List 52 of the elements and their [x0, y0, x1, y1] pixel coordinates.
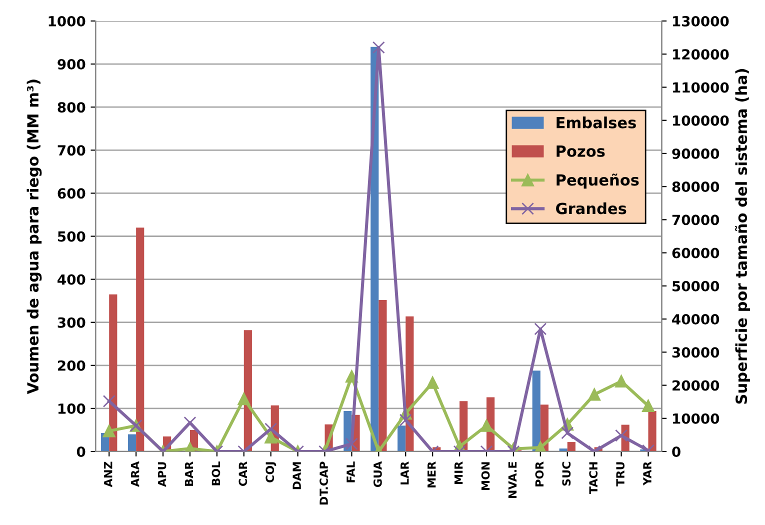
x-tick-label: YAR [643, 461, 652, 486]
x-tick-label: MON [481, 462, 490, 490]
x-tick-label: CAR [238, 461, 248, 486]
y-tick-label: 600 [58, 188, 86, 199]
x-tick-label: NVA.E [508, 462, 517, 498]
y2-tick-label: 80000 [672, 182, 720, 192]
y2-tick-label: 70000 [672, 214, 720, 226]
y-tick-label: 500 [58, 231, 86, 242]
x-tick-label: POR [535, 461, 544, 486]
y-tick-label: 800 [58, 102, 86, 113]
y2-tick-label: 50000 [672, 280, 720, 292]
y-tick-label: 200 [58, 360, 86, 371]
y2-tick-label: 130000 [673, 16, 729, 26]
y2-tick-label: 90000 [672, 148, 720, 159]
y-tick-label: 700 [58, 145, 86, 156]
y2-tick-label: 10000 [673, 413, 720, 424]
x-tick-label: MER [428, 461, 436, 488]
legend-label: Pequeños [556, 174, 639, 189]
y2-tick-label: 60000 [672, 248, 720, 258]
x-tick-label: FAL [346, 462, 355, 482]
x-tick-label: MIR [454, 461, 463, 484]
x-tick-label: APU [158, 462, 166, 487]
y2-axis-title: Superficie por tamaño del sistema (ha) [734, 69, 750, 404]
x-tick-label: SUC [562, 462, 571, 486]
y2-tick-label: 20000 [672, 380, 720, 391]
y-tick-label: 0 [76, 446, 86, 457]
x-tick-label: GUA [373, 461, 382, 488]
y-tick-label: 300 [58, 317, 86, 328]
y2-tick-label: 30000 [672, 347, 720, 358]
y2-tick-label: 0 [672, 446, 680, 457]
legend-label: Pozos [556, 146, 605, 157]
x-tick-label: COJ [266, 462, 276, 482]
y2-tick-label: 120000 [673, 49, 729, 60]
y-tick-label: 100 [58, 403, 86, 414]
x-tick-label: BAR [184, 461, 194, 486]
y2-tick-label: 100000 [673, 115, 729, 126]
legend-label: Grandes [556, 202, 626, 214]
y2-tick-label: 110000 [673, 82, 729, 93]
x-tick-label: ARA [131, 461, 140, 487]
y-tick-label: 900 [58, 59, 86, 70]
x-tick-label: LAR [400, 461, 409, 484]
x-tick-label: TACH [589, 462, 598, 494]
x-tick-label: TRU [616, 462, 625, 486]
y-tick-label: 1000 [48, 16, 86, 26]
x-tick-label: DT.CAP [320, 462, 328, 504]
x-tick-label: BOL [212, 462, 220, 486]
x-tick-label: DAM [292, 462, 301, 490]
y-tick-label: 400 [58, 274, 86, 285]
y2-tick-label: 40000 [672, 314, 720, 325]
legend-label: Embalses [556, 116, 636, 128]
x-tick-label: ANZ [104, 462, 112, 488]
y-axis-title: Voumen de agua para riego (MM m³) [26, 80, 42, 394]
